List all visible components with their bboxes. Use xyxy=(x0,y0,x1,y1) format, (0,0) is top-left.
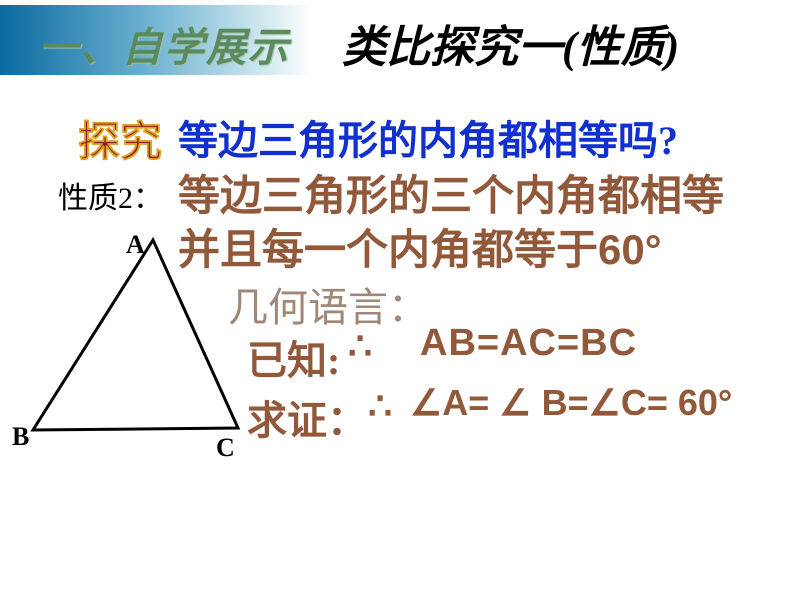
property-label: 性质2： xyxy=(58,173,163,217)
header-band: 一、自学展示 类比探究一(性质) xyxy=(0,5,794,83)
property-text-line1: 等边三角形的三个内角都相等 xyxy=(178,162,724,223)
header-title: 一、自学展示 xyxy=(38,15,290,73)
property-text-line2: 并且每一个内角都等于60° xyxy=(178,216,662,277)
vertex-c-label: C xyxy=(216,433,235,463)
vertex-a-label: A xyxy=(126,230,145,260)
given-label: 已知: xyxy=(247,328,340,386)
triangle-diagram: A B C xyxy=(18,230,248,460)
prove-label: 求证： xyxy=(247,388,367,446)
explore-question: 等边三角形的内角都相等吗? xyxy=(178,108,678,166)
geometry-language-label: 几何语言： xyxy=(228,275,428,333)
given-equation: AB=AC=BC xyxy=(420,322,637,365)
explore-label-wrap: 探究 xyxy=(78,108,162,169)
explore-label: 探究 xyxy=(78,120,162,166)
triangle-svg xyxy=(18,230,248,460)
therefore-symbol-1: ∴ xyxy=(348,324,372,369)
header-subtitle: 类比探究一(性质) xyxy=(342,11,679,75)
triangle-shape xyxy=(33,240,238,430)
therefore-symbol-2: ∴ xyxy=(368,384,392,429)
vertex-b-label: B xyxy=(12,422,29,452)
prove-equation: ∠A= ∠ B=∠C= 60° xyxy=(410,382,732,424)
